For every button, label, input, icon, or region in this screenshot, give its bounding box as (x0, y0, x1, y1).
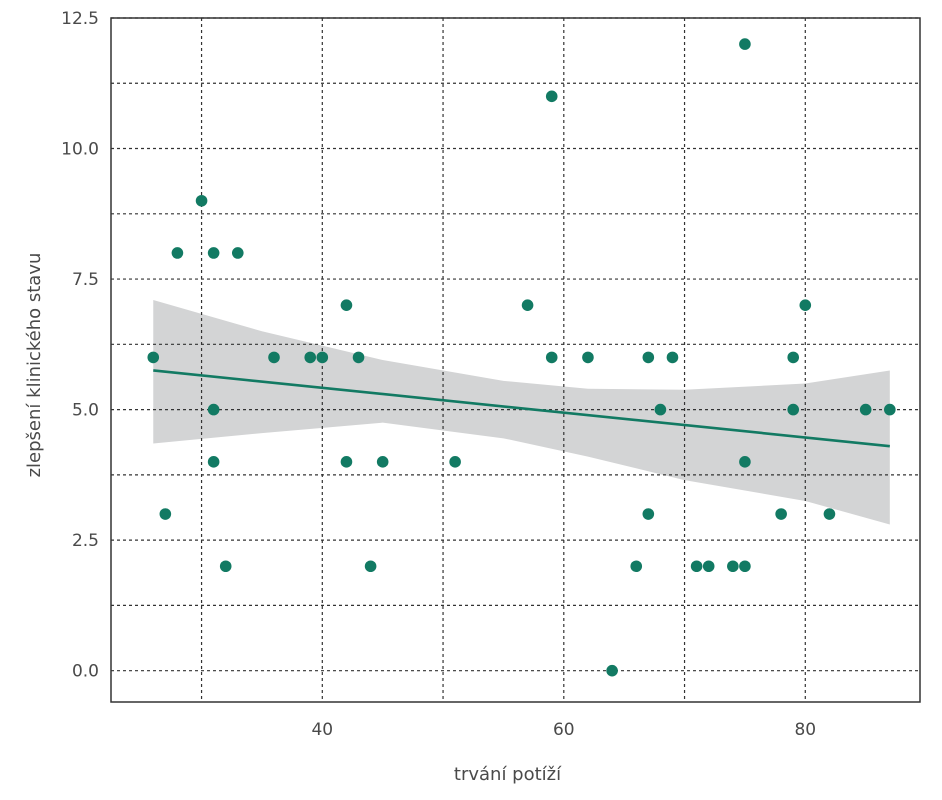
data-point (352, 351, 365, 364)
data-point (545, 351, 558, 364)
data-point (859, 403, 872, 416)
data-point (207, 456, 220, 468)
data-point (739, 560, 751, 573)
data-point (376, 456, 389, 468)
data-point (739, 38, 751, 50)
data-point (304, 351, 317, 364)
data-point (799, 299, 812, 311)
data-point (449, 456, 461, 468)
data-point (340, 299, 353, 311)
y-tick-label: 12.5 (61, 9, 99, 29)
data-point (823, 508, 836, 520)
x-tick-labels: 40 60 80 (311, 720, 816, 740)
confidence-band (153, 299, 890, 525)
points-layer (147, 38, 896, 677)
y-tick-label: 2.5 (72, 531, 99, 551)
data-point (787, 403, 800, 416)
x-tick-label: 60 (553, 720, 575, 740)
x-tick-label: 40 (311, 720, 333, 740)
data-point (690, 560, 703, 573)
data-point (545, 90, 558, 103)
data-point (666, 351, 679, 364)
data-point (884, 403, 896, 416)
data-point (739, 456, 751, 468)
y-tick-labels: 0.0 2.5 5.0 7.5 10.0 12.5 (61, 9, 99, 682)
y-axis-title: zlepšení klinického stavu (24, 253, 45, 478)
data-point (231, 247, 244, 259)
data-point (364, 560, 377, 573)
data-point (195, 194, 208, 207)
x-axis-title: trvání potíží (454, 764, 562, 785)
data-point (642, 351, 655, 364)
data-point (316, 351, 329, 364)
data-point (207, 403, 220, 416)
trend-line-layer (153, 369, 890, 448)
data-point (702, 560, 715, 573)
data-point (147, 351, 160, 364)
plot-frame (110, 17, 921, 703)
data-point (642, 508, 655, 520)
data-point (630, 560, 643, 573)
data-point (787, 351, 800, 364)
data-point (219, 560, 232, 573)
data-point (207, 247, 220, 259)
y-tick-label: 0.0 (72, 662, 99, 682)
y-tick-label: 7.5 (72, 270, 99, 290)
data-point (727, 560, 739, 573)
data-point (340, 456, 353, 468)
data-point (521, 299, 534, 311)
regression-line (153, 369, 890, 448)
y-tick-label: 10.0 (61, 140, 99, 160)
data-point (775, 508, 787, 520)
data-point (171, 247, 184, 259)
x-tick-label: 80 (794, 720, 816, 740)
y-tick-label: 5.0 (72, 401, 99, 421)
data-point (606, 664, 618, 677)
data-point (582, 351, 594, 364)
data-point (268, 351, 280, 364)
data-point (159, 508, 172, 520)
confidence-band-layer (153, 299, 890, 525)
data-point (654, 403, 667, 416)
